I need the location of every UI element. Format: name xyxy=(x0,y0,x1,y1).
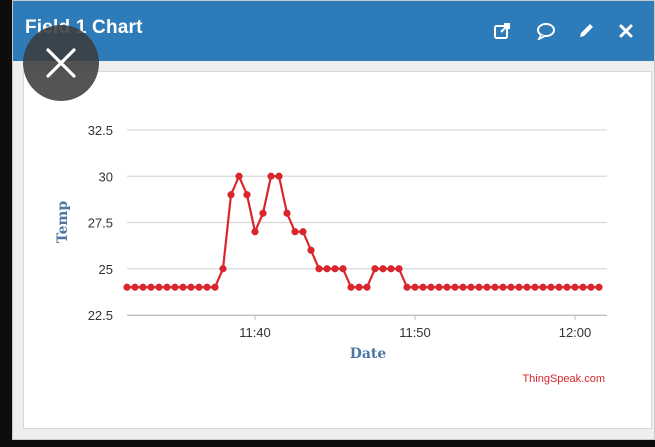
x-axis-label: Date xyxy=(350,346,387,362)
data-point[interactable] xyxy=(419,283,427,291)
data-point[interactable] xyxy=(435,283,443,291)
y-tick-label: 32.5 xyxy=(88,123,113,138)
data-point[interactable] xyxy=(155,283,163,291)
y-tick-label: 22.5 xyxy=(88,308,113,323)
data-point[interactable] xyxy=(147,283,155,291)
data-point[interactable] xyxy=(459,283,467,291)
y-tick-label: 27.5 xyxy=(88,216,113,231)
data-point[interactable] xyxy=(475,283,483,291)
data-point[interactable] xyxy=(331,265,339,273)
data-point[interactable] xyxy=(187,283,195,291)
open-in-new-window-button[interactable] xyxy=(487,16,517,46)
data-point[interactable] xyxy=(523,283,531,291)
close-widget-button[interactable] xyxy=(611,16,641,46)
screen-frame: Field 1 Chart xyxy=(6,0,655,447)
data-point[interactable] xyxy=(163,283,171,291)
data-point[interactable] xyxy=(203,283,211,291)
data-point[interactable] xyxy=(139,283,147,291)
data-point[interactable] xyxy=(227,191,235,199)
data-point[interactable] xyxy=(579,283,587,291)
data-point[interactable] xyxy=(355,283,363,291)
data-point[interactable] xyxy=(563,283,571,291)
data-point[interactable] xyxy=(267,172,275,180)
close-icon xyxy=(46,48,76,78)
data-point[interactable] xyxy=(427,283,435,291)
data-point[interactable] xyxy=(347,283,355,291)
x-tick-label: 11:40 xyxy=(239,325,271,340)
chart-widget: Field 1 Chart xyxy=(12,0,655,440)
close-x-icon xyxy=(619,24,633,38)
data-point[interactable] xyxy=(131,283,139,291)
y-tick-label: 25 xyxy=(99,262,113,277)
open-in-new-window-icon xyxy=(494,23,510,39)
data-point[interactable] xyxy=(123,283,131,291)
x-tick-label: 12:00 xyxy=(559,325,592,340)
data-point[interactable] xyxy=(235,172,243,180)
thingspeak-credit-link[interactable]: ThingSpeak.com xyxy=(522,373,605,385)
data-point[interactable] xyxy=(171,283,179,291)
y-tick-label: 30 xyxy=(99,169,113,184)
edit-button[interactable] xyxy=(571,16,601,46)
edit-pencil-icon xyxy=(580,24,593,37)
data-point[interactable] xyxy=(531,283,539,291)
data-point[interactable] xyxy=(363,283,371,291)
gridlines xyxy=(127,129,607,316)
data-point[interactable] xyxy=(387,265,395,273)
data-point[interactable] xyxy=(379,265,387,273)
data-point[interactable] xyxy=(323,265,331,273)
data-point[interactable] xyxy=(211,283,219,291)
series-line xyxy=(127,175,599,289)
data-point[interactable] xyxy=(259,209,267,217)
data-point[interactable] xyxy=(483,283,491,291)
x-tick-label: 11:50 xyxy=(399,325,431,340)
data-point[interactable] xyxy=(507,283,515,291)
data-point[interactable] xyxy=(299,228,307,236)
data-point[interactable] xyxy=(395,265,403,273)
data-point[interactable] xyxy=(371,265,379,273)
data-point[interactable] xyxy=(179,283,187,291)
y-axis-ticks: 22.5 25 27.5 30 32.5 xyxy=(88,123,113,323)
data-point[interactable] xyxy=(571,283,579,291)
widget-titlebar: Field 1 Chart xyxy=(13,1,654,61)
x-axis-ticks: 11:40 11:50 12:00 xyxy=(239,315,591,340)
y-axis-label: Temp xyxy=(55,201,71,244)
data-point[interactable] xyxy=(243,191,251,199)
data-point[interactable] xyxy=(491,283,499,291)
comment-button[interactable] xyxy=(531,16,561,46)
data-point[interactable] xyxy=(587,283,595,291)
data-point[interactable] xyxy=(451,283,459,291)
data-point[interactable] xyxy=(339,265,347,273)
data-point[interactable] xyxy=(283,209,291,217)
data-point[interactable] xyxy=(291,228,299,236)
data-point[interactable] xyxy=(555,283,563,291)
data-point[interactable] xyxy=(443,283,451,291)
data-point[interactable] xyxy=(219,265,227,273)
data-point[interactable] xyxy=(499,283,507,291)
data-point[interactable] xyxy=(515,283,523,291)
series-temp xyxy=(123,172,603,291)
line-chart: 22.5 25 27.5 30 32.5 11:40 11:50 12:00 Temp Da… xyxy=(55,123,607,385)
data-point[interactable] xyxy=(251,228,259,236)
close-overlay-button[interactable] xyxy=(23,25,99,101)
data-point[interactable] xyxy=(547,283,555,291)
data-point[interactable] xyxy=(539,283,547,291)
comment-icon xyxy=(537,23,555,40)
data-point[interactable] xyxy=(467,283,475,291)
data-point[interactable] xyxy=(411,283,419,291)
chart-card: 22.5 25 27.5 30 32.5 11:40 11:50 12:00 Temp Da… xyxy=(23,71,652,429)
data-point[interactable] xyxy=(315,265,323,273)
data-point[interactable] xyxy=(275,172,283,180)
data-point[interactable] xyxy=(195,283,203,291)
data-point[interactable] xyxy=(595,283,603,291)
data-point[interactable] xyxy=(307,246,315,254)
data-point[interactable] xyxy=(403,283,411,291)
